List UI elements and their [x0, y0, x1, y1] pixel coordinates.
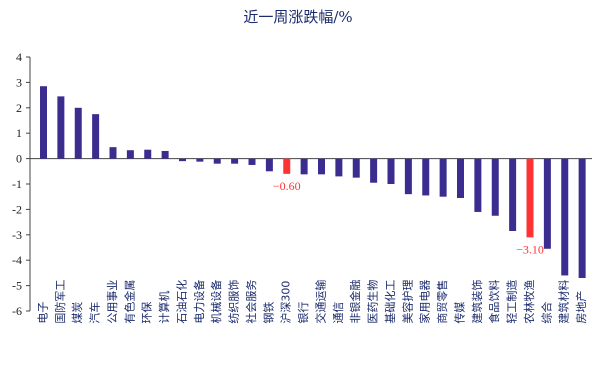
bar-12: [248, 158, 256, 165]
x-tick-labels: 电子 国防军工 煤炭 汽车 公用事业 有色金属 环保 计算机 石油石化 电力设备 机械设备 纺织服饰社…: [37, 280, 589, 324]
bar-26: [491, 158, 499, 216]
bar-4: [109, 147, 117, 159]
bar-17: [335, 158, 343, 177]
x-tick-label: 社会服务: [244, 280, 258, 324]
bar-27: [509, 158, 517, 231]
x-tick-label: 轻工制造: [505, 280, 519, 324]
y-tick-label: -3: [12, 228, 22, 242]
bar-6: [144, 149, 152, 159]
x-tick-label: 交通运输: [314, 280, 328, 324]
x-tick-label: 计算机: [157, 291, 171, 324]
bar-5: [126, 150, 134, 159]
bar-24: [457, 158, 464, 198]
x-tick-label: 通信: [332, 302, 345, 324]
y-tick-label: 0: [16, 152, 22, 166]
bar-2: [74, 107, 82, 159]
x-tick-label: 农林牧渔: [522, 280, 536, 324]
x-tick-label: 基础化工: [383, 280, 397, 324]
bar-21: [404, 158, 412, 195]
bar-3: [92, 114, 100, 159]
x-tick-label: 有色金属: [122, 280, 136, 324]
data-label: −3.10: [516, 242, 544, 256]
bar-14: [283, 158, 291, 174]
x-tick-label: 建筑材料: [557, 280, 571, 324]
x-tick-label: 美容护理: [400, 280, 414, 324]
x-tick-label: 电力设备: [192, 280, 206, 324]
bar-10: [213, 158, 221, 164]
bar-15: [300, 158, 308, 175]
bar-13: [265, 158, 273, 172]
x-tick-label: 纺织服饰: [227, 280, 241, 324]
x-tick-label: 沪深300: [279, 281, 293, 324]
x-tick-label: 银行: [296, 302, 310, 324]
y-tick-label: -6: [12, 304, 22, 318]
x-tick-label: 建筑装饰: [470, 280, 484, 324]
data-label: −0.60: [273, 179, 301, 193]
bars: [40, 86, 586, 278]
bar-16: [318, 158, 325, 175]
x-tick-label: 综合: [539, 302, 553, 324]
y-tick-label: -5: [12, 279, 22, 293]
bar-20: [387, 158, 395, 184]
x-tick-label: 传媒: [454, 302, 467, 324]
bar-25: [474, 158, 482, 212]
x-tick-label: 机械设备: [209, 280, 223, 324]
y-tick-label: -1: [12, 177, 22, 191]
x-tick-label: 环保: [140, 302, 154, 324]
y-tick-label: 2: [16, 101, 22, 115]
x-tick-label: 石油石化: [175, 280, 189, 324]
y-tick-label: 4: [16, 50, 22, 64]
bar-18: [352, 158, 360, 178]
data-labels: −0.60 −3.10: [273, 179, 544, 257]
x-tick-label: 商贸零售: [435, 280, 449, 324]
bar-30: [561, 158, 569, 276]
bar-19: [370, 158, 378, 183]
x-tick-label: 家用电器: [418, 280, 432, 324]
x-tick-label: 房地产: [574, 291, 588, 324]
y-tick-label: -4: [12, 253, 22, 267]
bar-0: [40, 86, 47, 159]
bar-29: [543, 158, 551, 249]
x-tick-label: 公用事业: [106, 280, 119, 324]
chart-title: 近一周涨跌幅/%: [243, 8, 352, 26]
y-tick-label: -2: [12, 202, 22, 216]
x-tick-label: 煤炭: [71, 302, 84, 324]
x-tick-label: 钢铁: [262, 302, 275, 324]
y-tick-label: 3: [16, 75, 22, 89]
bar-7: [161, 150, 169, 159]
bar-8: [179, 158, 186, 162]
bar-28: [526, 158, 534, 238]
bar-11: [231, 158, 239, 164]
x-tick-label: 电子: [37, 302, 50, 324]
bar-22: [422, 158, 430, 196]
bar-23: [439, 158, 447, 197]
x-tick-label: 医药生物: [366, 280, 380, 324]
x-tick-label: 食品饮料: [487, 280, 501, 324]
bar-9: [196, 158, 204, 162]
bar-1: [57, 96, 65, 159]
bar-31: [578, 158, 586, 278]
x-tick-label: 汽车: [88, 302, 102, 324]
y-axis: 4 3 2 1 0 -1 -2 -3 -4 -5 -6: [12, 50, 592, 318]
x-tick-label: 非银金融: [348, 280, 362, 324]
x-tick-label: 国防军工: [53, 280, 67, 324]
y-tick-label: 1: [16, 126, 22, 140]
